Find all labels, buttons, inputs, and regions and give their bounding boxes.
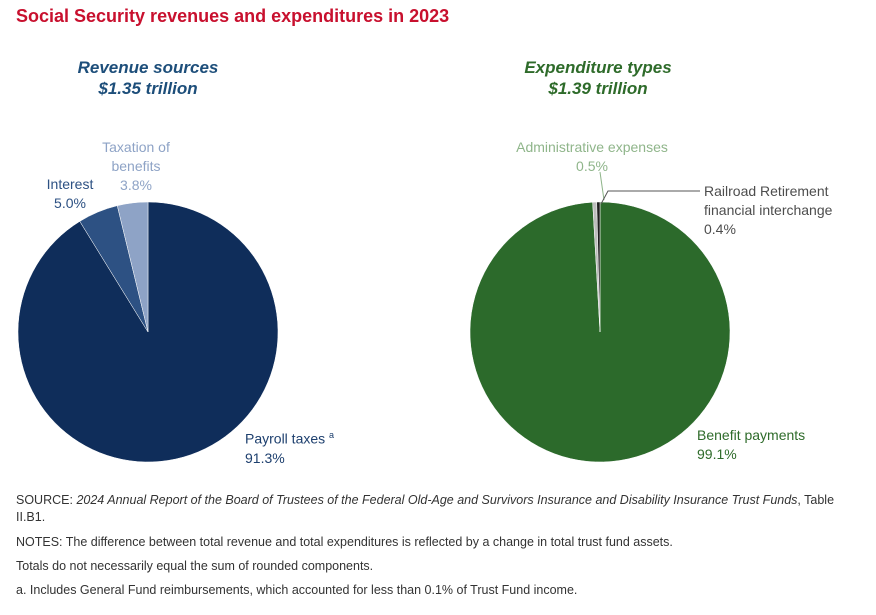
benefit-value: 99.1% [697, 446, 737, 462]
taxation-value: 3.8% [120, 177, 152, 193]
pie-charts [17, 171, 731, 463]
admin-value: 0.5% [576, 158, 608, 174]
source-report-title: 2024 Annual Report of the Board of Trust… [76, 493, 798, 507]
expenditure-title: Expenditure types [524, 58, 672, 77]
interest-label-text: Interest [46, 176, 94, 192]
revenue-title: Revenue sources [77, 58, 219, 77]
footnote-marker: a [329, 430, 335, 440]
benefit-label-text: Benefit payments [697, 427, 806, 443]
railroad-label: Railroad Retirement financial interchang… [704, 182, 832, 239]
interest-value: 5.0% [54, 195, 86, 211]
railroad-label-line2: financial interchange [704, 202, 833, 218]
revenue-pie [17, 201, 279, 463]
payroll-label-text: Payroll taxes [245, 430, 326, 447]
source-prefix: SOURCE: [16, 493, 77, 507]
source-note: SOURCE: 2024 Annual Report of the Board … [16, 492, 866, 526]
expenditure-total: $1.39 trillion [548, 79, 648, 98]
totals-note: Totals do not necessarily equal the sum … [16, 559, 374, 573]
source-suffix: , Table II.B1. [16, 493, 835, 524]
expenditure-heading: Expenditure types $1.39 trillion [498, 57, 698, 99]
revenue-slice-taxation-of-benefits [116, 201, 149, 333]
notes-text: NOTES: The difference between total reve… [16, 535, 673, 549]
railroad-leader-line [600, 190, 700, 205]
payroll-label-line: Payroll taxes a [245, 426, 334, 449]
railroad-label-line1: Railroad Retirement [704, 183, 829, 199]
admin-label: Administrative expenses 0.5% [496, 138, 688, 176]
railroad-value: 0.4% [704, 221, 736, 237]
footer-notes: SOURCE: 2024 Annual Report of the Board … [16, 492, 866, 606]
taxation-label-line2: benefits [111, 158, 161, 174]
expenditure-slice-railroad-retirement-financial-interchange [596, 201, 601, 333]
revenue-heading: Revenue sources $1.35 trillion [48, 57, 248, 99]
interest-label: Interest 5.0% [38, 175, 102, 213]
revenue-total: $1.35 trillion [98, 79, 198, 98]
taxation-label: Taxation of benefits 3.8% [88, 138, 184, 195]
payroll-value: 91.3% [245, 449, 285, 466]
admin-label-text: Administrative expenses [516, 139, 668, 155]
taxation-label-line1: Taxation of [102, 139, 170, 155]
expenditure-pie [469, 201, 731, 463]
payroll-label: Payroll taxes a 91.3% [245, 426, 334, 468]
benefit-label: Benefit payments 99.1% [697, 426, 805, 464]
chart-title: Social Security revenues and expenditure… [16, 6, 450, 26]
footnote-a: a. Includes General Fund reimbursements,… [16, 583, 578, 597]
admin-leader-line [599, 171, 605, 201]
